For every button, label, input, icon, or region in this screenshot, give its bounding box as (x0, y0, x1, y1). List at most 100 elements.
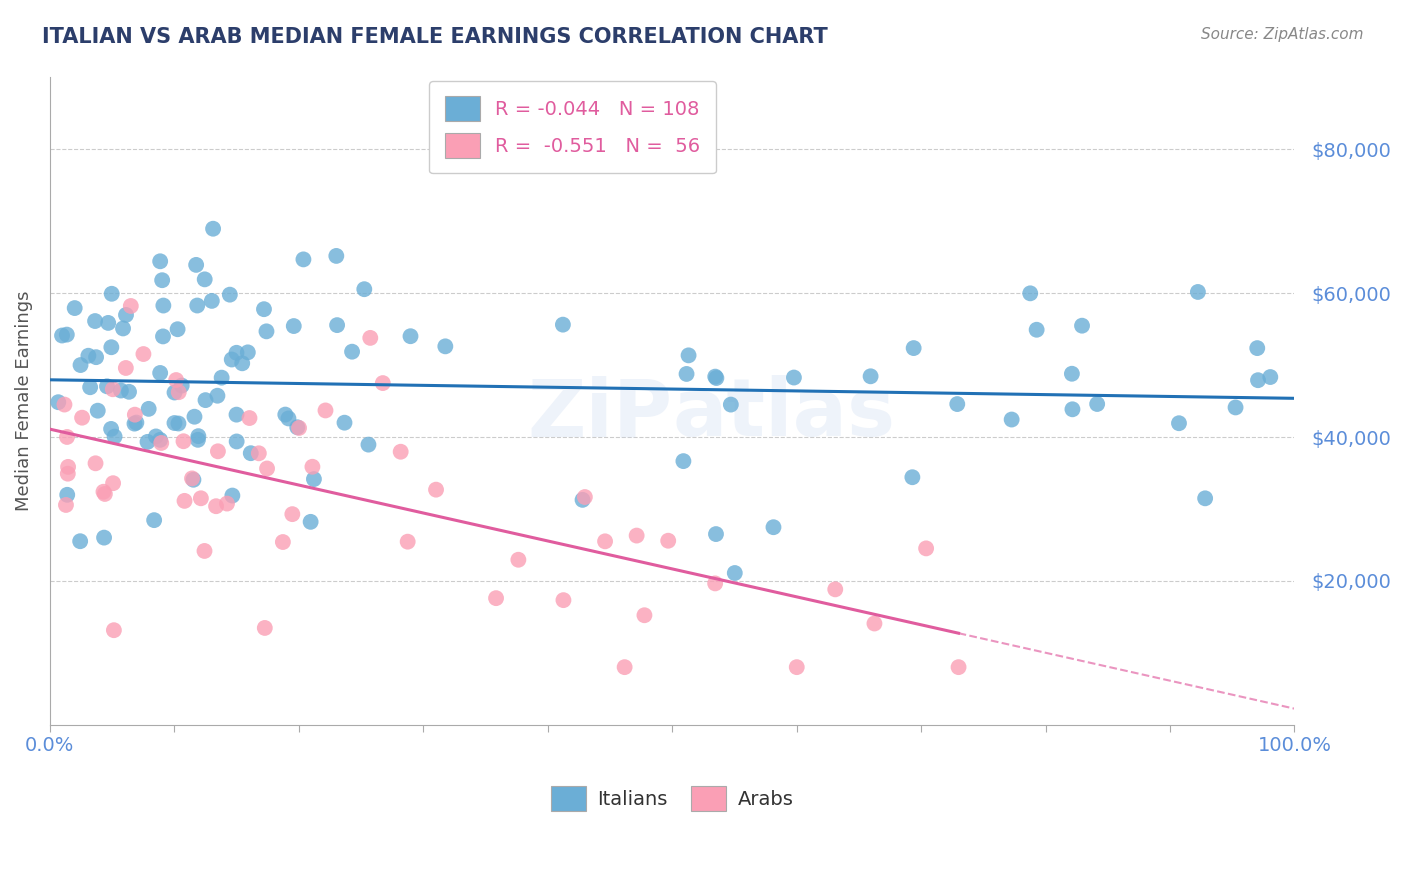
Point (97, 316, 120, 330)
Point (87, 403, 110, 417)
Point (1085, 397, 1108, 411)
Point (1071, 318, 1094, 333)
Point (425, 483, 447, 497)
Text: atlas: atlas (672, 375, 896, 453)
Point (163, 385, 186, 400)
Point (100, 422, 122, 436)
Point (672, 454, 695, 468)
Point (93, 484, 115, 499)
Text: Source: ZipAtlas.com: Source: ZipAtlas.com (1201, 27, 1364, 42)
Point (253, 621, 276, 635)
Point (1247, 373, 1270, 387)
Point (1168, 416, 1191, 430)
Point (183, 473, 205, 487)
Point (396, 534, 419, 549)
Point (194, 393, 217, 408)
Point (1062, 402, 1084, 417)
Point (613, 660, 636, 674)
Point (302, 472, 325, 486)
Point (152, 329, 174, 343)
Point (69, 534, 91, 549)
Point (551, 318, 574, 332)
Point (1060, 367, 1083, 381)
Point (1025, 323, 1047, 337)
Point (221, 489, 243, 503)
Point (333, 416, 356, 430)
Point (46, 395, 69, 409)
Point (79, 380, 101, 394)
Point (194, 272, 217, 286)
Point (434, 339, 457, 353)
Point (56, 430, 79, 444)
Point (225, 408, 247, 422)
Point (706, 371, 728, 385)
Point (96, 379, 118, 393)
Point (163, 416, 186, 430)
Point (125, 416, 148, 430)
Point (104, 429, 127, 443)
Point (786, 660, 808, 674)
Point (1187, 285, 1209, 299)
Point (256, 461, 278, 475)
Point (256, 324, 278, 338)
Point (110, 384, 132, 398)
Point (1246, 341, 1268, 355)
Point (150, 273, 173, 287)
Point (103, 624, 125, 638)
Text: ZiP: ZiP (527, 375, 672, 453)
Point (225, 434, 247, 449)
Point (215, 497, 238, 511)
Point (859, 369, 882, 384)
Point (51, 328, 73, 343)
Point (399, 329, 422, 343)
Point (63, 301, 86, 315)
Point (53, 398, 76, 412)
Point (863, 616, 886, 631)
Point (201, 293, 224, 308)
Point (56, 467, 79, 481)
Point (675, 367, 697, 381)
Point (115, 361, 138, 376)
Point (593, 534, 616, 549)
Point (762, 520, 785, 534)
Point (238, 411, 260, 425)
Point (186, 299, 208, 313)
Point (170, 378, 193, 392)
Point (186, 258, 208, 272)
Point (783, 370, 806, 384)
Point (225, 346, 247, 360)
Legend: Italians, Arabs: Italians, Arabs (541, 776, 803, 821)
Point (239, 446, 262, 460)
Point (115, 308, 138, 322)
Point (149, 366, 172, 380)
Point (165, 373, 187, 387)
Point (145, 429, 167, 443)
Point (149, 254, 172, 268)
Point (485, 591, 508, 606)
Point (359, 331, 381, 345)
Point (187, 429, 209, 443)
Point (207, 444, 229, 458)
Point (274, 408, 297, 422)
Point (149, 433, 172, 447)
Point (325, 249, 347, 263)
Point (571, 492, 593, 507)
Point (314, 403, 336, 417)
Point (193, 544, 215, 558)
Point (167, 385, 190, 400)
Point (724, 566, 747, 580)
Point (167, 417, 190, 431)
Point (626, 528, 648, 542)
Point (389, 444, 412, 458)
Point (221, 352, 243, 367)
Point (1019, 286, 1042, 301)
Point (247, 446, 270, 460)
Text: ITALIAN VS ARAB MEDIAN FEMALE EARNINGS CORRELATION CHART: ITALIAN VS ARAB MEDIAN FEMALE EARNINGS C… (42, 27, 828, 46)
Point (371, 376, 394, 390)
Point (138, 401, 160, 416)
Point (56, 459, 79, 474)
Point (299, 515, 322, 529)
Point (207, 389, 229, 403)
Point (173, 434, 195, 449)
Point (70, 410, 93, 425)
